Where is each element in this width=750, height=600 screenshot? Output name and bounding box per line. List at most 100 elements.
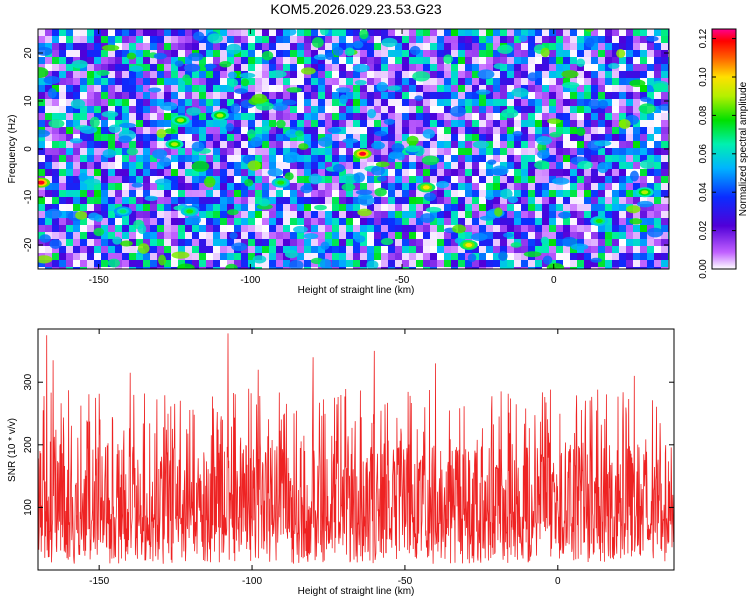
- heatmap-cell: [423, 232, 431, 240]
- heatmap-cell: [311, 253, 319, 261]
- heatmap-cell: [388, 99, 396, 107]
- heatmap-cell: [493, 225, 501, 233]
- heatmap-cell: [409, 92, 417, 100]
- heatmap-cell: [262, 64, 270, 72]
- heatmap-cell: [444, 197, 452, 205]
- heatmap-cell: [108, 218, 116, 226]
- heatmap-hotspot: [595, 219, 603, 223]
- heatmap-blob: [284, 249, 298, 259]
- heatmap-cell: [451, 127, 459, 135]
- heatmap-blob: [354, 79, 367, 86]
- heatmap-cell: [80, 162, 88, 170]
- heatmap-cell: [514, 253, 522, 261]
- heatmap-cell: [444, 246, 452, 254]
- heatmap-cell: [52, 267, 60, 269]
- heatmap-cell: [59, 190, 67, 198]
- heatmap-cell: [101, 225, 109, 233]
- heatmap-cell: [500, 260, 508, 268]
- heatmap-cell: [318, 64, 326, 72]
- heatmap-blob: [102, 149, 117, 158]
- heatmap-cell: [52, 106, 60, 114]
- heatmap-cell: [493, 148, 501, 156]
- heatmap-cell: [227, 113, 235, 121]
- heatmap-cell: [220, 197, 228, 205]
- heatmap-cell: [605, 155, 613, 163]
- heatmap-cell: [185, 162, 193, 170]
- heatmap-cell: [115, 190, 123, 198]
- heatmap-cell: [409, 246, 417, 254]
- heatmap-cell: [542, 36, 550, 44]
- heatmap-cell: [283, 113, 291, 121]
- heatmap-cell: [430, 127, 438, 135]
- heatmap-cell: [570, 57, 578, 65]
- heatmap-cell: [556, 71, 564, 79]
- y-tick-label: 300: [23, 373, 34, 390]
- heatmap-cell: [178, 134, 186, 142]
- heatmap-cell: [458, 120, 466, 128]
- heatmap-cell: [87, 260, 95, 268]
- heatmap-cell: [87, 190, 95, 198]
- heatmap-cell: [619, 106, 627, 114]
- heatmap-cell: [192, 246, 200, 254]
- heatmap-cell: [500, 57, 508, 65]
- heatmap-cell: [269, 253, 277, 261]
- heatmap-cell: [339, 36, 347, 44]
- heatmap-cell: [115, 141, 123, 149]
- heatmap-cell: [248, 92, 256, 100]
- heatmap-cell: [640, 85, 648, 93]
- heatmap-cell: [164, 197, 172, 205]
- heatmap-cell: [493, 106, 501, 114]
- heatmap-cell: [465, 211, 473, 219]
- heatmap-cell: [206, 155, 214, 163]
- heatmap-cell: [108, 176, 116, 184]
- heatmap-cell: [304, 85, 312, 93]
- heatmap-cell: [199, 218, 207, 226]
- heatmap-cell: [395, 260, 403, 268]
- heatmap-cell: [514, 204, 522, 212]
- heatmap-cell: [339, 218, 347, 226]
- heatmap-cell: [164, 204, 172, 212]
- heatmap-blob: [207, 33, 223, 44]
- heatmap-cell: [451, 64, 459, 72]
- heatmap-cell: [276, 50, 284, 58]
- heatmap-cell: [157, 113, 165, 121]
- heatmap-cell: [255, 190, 263, 198]
- heatmap-cell: [332, 197, 340, 205]
- heatmap-cell: [227, 225, 235, 233]
- heatmap-cell: [472, 120, 480, 128]
- heatmap-cell: [192, 85, 200, 93]
- heatmap-cell: [255, 127, 263, 135]
- heatmap-cell: [661, 211, 669, 219]
- heatmap-cell: [626, 78, 634, 86]
- heatmap-cell: [178, 29, 186, 37]
- heatmap-cell: [591, 260, 599, 268]
- heatmap-cell: [241, 211, 249, 219]
- heatmap-cell: [430, 36, 438, 44]
- heatmap-cell: [549, 218, 557, 226]
- heatmap-cell: [458, 176, 466, 184]
- heatmap-cell: [395, 225, 403, 233]
- heatmap-cell: [115, 92, 123, 100]
- heatmap-cell: [612, 78, 620, 86]
- heatmap-cell: [353, 92, 361, 100]
- heatmap-cell: [584, 246, 592, 254]
- heatmap-cell: [528, 190, 536, 198]
- heatmap-cell: [458, 218, 466, 226]
- heatmap-cell: [269, 64, 277, 72]
- heatmap-cell: [465, 106, 473, 114]
- heatmap-cell: [45, 85, 53, 93]
- heatmap-cell: [325, 120, 333, 128]
- heatmap-cell: [521, 57, 529, 65]
- heatmap-cell: [556, 64, 564, 72]
- heatmap-cell: [73, 204, 81, 212]
- heatmap-cell: [143, 134, 151, 142]
- heatmap-cell: [332, 218, 340, 226]
- heatmap-cell: [45, 246, 53, 254]
- heatmap-cell: [619, 176, 627, 184]
- heatmap-cell: [619, 239, 627, 247]
- heatmap-cell: [647, 43, 655, 51]
- heatmap-cell: [73, 127, 81, 135]
- heatmap-cell: [171, 64, 179, 72]
- heatmap-cell: [542, 113, 550, 121]
- heatmap-cell: [157, 197, 165, 205]
